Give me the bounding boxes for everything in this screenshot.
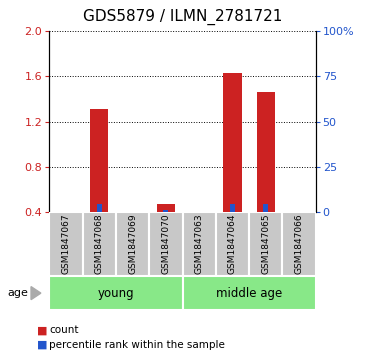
- Bar: [283, 212, 316, 276]
- Bar: [116, 212, 149, 276]
- Bar: [157, 204, 175, 212]
- Bar: [97, 204, 102, 212]
- Bar: [257, 92, 275, 212]
- Bar: [263, 204, 268, 212]
- Text: GSM1847067: GSM1847067: [61, 214, 70, 274]
- Text: GDS5879 / ILMN_2781721: GDS5879 / ILMN_2781721: [83, 9, 282, 25]
- Bar: [163, 210, 168, 212]
- Text: GSM1847065: GSM1847065: [261, 214, 270, 274]
- Text: middle age: middle age: [216, 287, 282, 299]
- Bar: [49, 276, 182, 310]
- Text: ■: ■: [36, 340, 47, 350]
- Bar: [149, 212, 182, 276]
- Bar: [249, 212, 283, 276]
- Text: percentile rank within the sample: percentile rank within the sample: [49, 340, 225, 350]
- Bar: [216, 212, 249, 276]
- Bar: [90, 109, 108, 212]
- Bar: [223, 73, 242, 212]
- Bar: [182, 276, 316, 310]
- Text: GSM1847064: GSM1847064: [228, 214, 237, 274]
- Text: GSM1847070: GSM1847070: [161, 214, 170, 274]
- Text: age: age: [7, 288, 28, 298]
- Text: ■: ■: [36, 325, 47, 335]
- Text: count: count: [49, 325, 79, 335]
- Text: GSM1847068: GSM1847068: [95, 214, 104, 274]
- Bar: [49, 212, 82, 276]
- Text: GSM1847066: GSM1847066: [295, 214, 304, 274]
- Bar: [82, 212, 116, 276]
- Text: GSM1847069: GSM1847069: [128, 214, 137, 274]
- Text: young: young: [97, 287, 134, 299]
- Bar: [230, 204, 235, 212]
- Bar: [182, 212, 216, 276]
- Text: GSM1847063: GSM1847063: [195, 214, 204, 274]
